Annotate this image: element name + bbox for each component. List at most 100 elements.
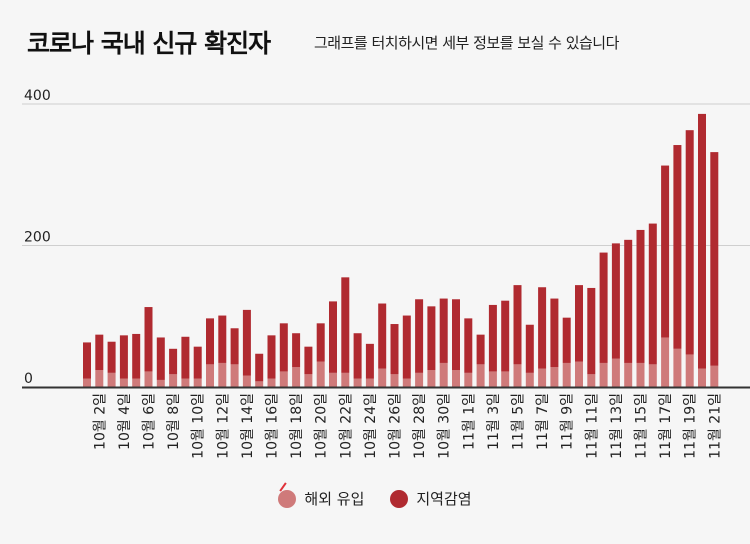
bar-local[interactable] (255, 353, 264, 382)
bar-overseas[interactable] (550, 367, 559, 387)
bar-overseas[interactable] (83, 378, 91, 387)
bar-overseas[interactable] (316, 361, 325, 387)
bar-chart[interactable]: 0 200 400 10월 2일 10월 4일 10월 6일 10월 8일 10월 10일 10… (0, 0, 750, 480)
bar-overseas[interactable] (341, 372, 350, 387)
bar-overseas[interactable] (415, 372, 424, 387)
bar-local[interactable] (83, 342, 91, 379)
bar-local[interactable] (661, 165, 670, 338)
bar-local[interactable] (156, 337, 165, 380)
bar-local[interactable] (292, 333, 301, 368)
bar-local[interactable] (390, 324, 399, 375)
bar-local[interactable] (452, 299, 460, 371)
bar-overseas[interactable] (636, 362, 645, 387)
bar-overseas[interactable] (452, 370, 460, 387)
bar-local[interactable] (267, 335, 276, 379)
bar-local[interactable] (513, 285, 522, 365)
bar-overseas[interactable] (587, 374, 596, 387)
bar-local[interactable] (378, 303, 387, 369)
bar-overseas[interactable] (267, 378, 276, 387)
bar-overseas[interactable] (648, 364, 657, 387)
bar-local[interactable] (538, 287, 547, 369)
bar-local[interactable] (464, 318, 473, 373)
bar-local[interactable] (587, 287, 596, 375)
bar-local[interactable] (648, 223, 657, 365)
bar-overseas[interactable] (181, 378, 190, 387)
bar-local[interactable] (107, 341, 116, 373)
bar-local[interactable] (341, 277, 350, 373)
bar-local[interactable] (218, 315, 227, 363)
bar-local[interactable] (624, 239, 633, 363)
bar-local[interactable] (169, 348, 178, 375)
bar-local[interactable] (193, 346, 202, 379)
bar-local[interactable] (353, 333, 362, 379)
bar-local[interactable] (206, 318, 214, 365)
bar-local[interactable] (230, 328, 239, 365)
bar-local[interactable] (488, 304, 497, 372)
bar-local[interactable] (329, 301, 337, 373)
bar-local[interactable] (698, 113, 706, 369)
bar-overseas[interactable] (488, 371, 497, 387)
bar-overseas[interactable] (673, 348, 682, 387)
bar-overseas[interactable] (279, 371, 288, 387)
bar-local[interactable] (415, 299, 424, 373)
bar-local[interactable] (525, 324, 534, 373)
bar-overseas[interactable] (169, 374, 178, 387)
bar-overseas[interactable] (710, 365, 719, 387)
bar-overseas[interactable] (698, 368, 706, 387)
bar-overseas[interactable] (230, 364, 239, 387)
bar-overseas[interactable] (119, 378, 128, 387)
bar-local[interactable] (402, 315, 411, 379)
bar-overseas[interactable] (365, 378, 374, 387)
bar-local[interactable] (279, 323, 288, 372)
bar-overseas[interactable] (107, 372, 116, 387)
bar-overseas[interactable] (685, 354, 694, 387)
bar-overseas[interactable] (132, 378, 141, 387)
bar-overseas[interactable] (206, 364, 214, 387)
bar-overseas[interactable] (218, 362, 227, 387)
bar-overseas[interactable] (402, 378, 411, 387)
bar-overseas[interactable] (390, 374, 399, 387)
bar-local[interactable] (119, 335, 128, 379)
bar-overseas[interactable] (525, 372, 534, 387)
bar-local[interactable] (95, 334, 104, 371)
bar-local[interactable] (427, 306, 436, 371)
bar-local[interactable] (476, 334, 485, 365)
bar-local[interactable] (132, 333, 141, 379)
bar-overseas[interactable] (439, 362, 448, 387)
bar-overseas[interactable] (513, 364, 522, 387)
bar-local[interactable] (599, 252, 608, 363)
bar-overseas[interactable] (292, 367, 301, 387)
bar-overseas[interactable] (538, 368, 547, 387)
bar-overseas[interactable] (611, 358, 620, 387)
bar-local[interactable] (439, 298, 448, 363)
bar-overseas[interactable] (242, 375, 251, 387)
bar-overseas[interactable] (476, 364, 485, 387)
bar-local[interactable] (304, 346, 313, 375)
bar-local[interactable] (144, 307, 153, 372)
bar-local[interactable] (550, 298, 559, 368)
bar-overseas[interactable] (378, 368, 387, 387)
bar-overseas[interactable] (624, 362, 633, 387)
bar-overseas[interactable] (156, 379, 165, 387)
bar-overseas[interactable] (329, 372, 337, 387)
bar-local[interactable] (562, 317, 571, 363)
bar-overseas[interactable] (464, 372, 473, 387)
bar-local[interactable] (673, 145, 682, 349)
bar-overseas[interactable] (575, 361, 583, 387)
bar-overseas[interactable] (562, 362, 571, 387)
bar-overseas[interactable] (95, 370, 104, 387)
bar-overseas[interactable] (661, 337, 670, 387)
bar-local[interactable] (316, 323, 325, 362)
bar-local[interactable] (710, 152, 719, 366)
bar-local[interactable] (181, 336, 190, 379)
bar-overseas[interactable] (353, 378, 362, 387)
bar-local[interactable] (501, 300, 510, 372)
bar-local[interactable] (575, 285, 583, 362)
bar-overseas[interactable] (599, 362, 608, 387)
bar-local[interactable] (242, 309, 251, 376)
bar-local[interactable] (636, 229, 645, 363)
bar-overseas[interactable] (501, 371, 510, 387)
bar-overseas[interactable] (144, 371, 153, 387)
bar-overseas[interactable] (427, 370, 436, 387)
bar-local[interactable] (365, 343, 374, 379)
